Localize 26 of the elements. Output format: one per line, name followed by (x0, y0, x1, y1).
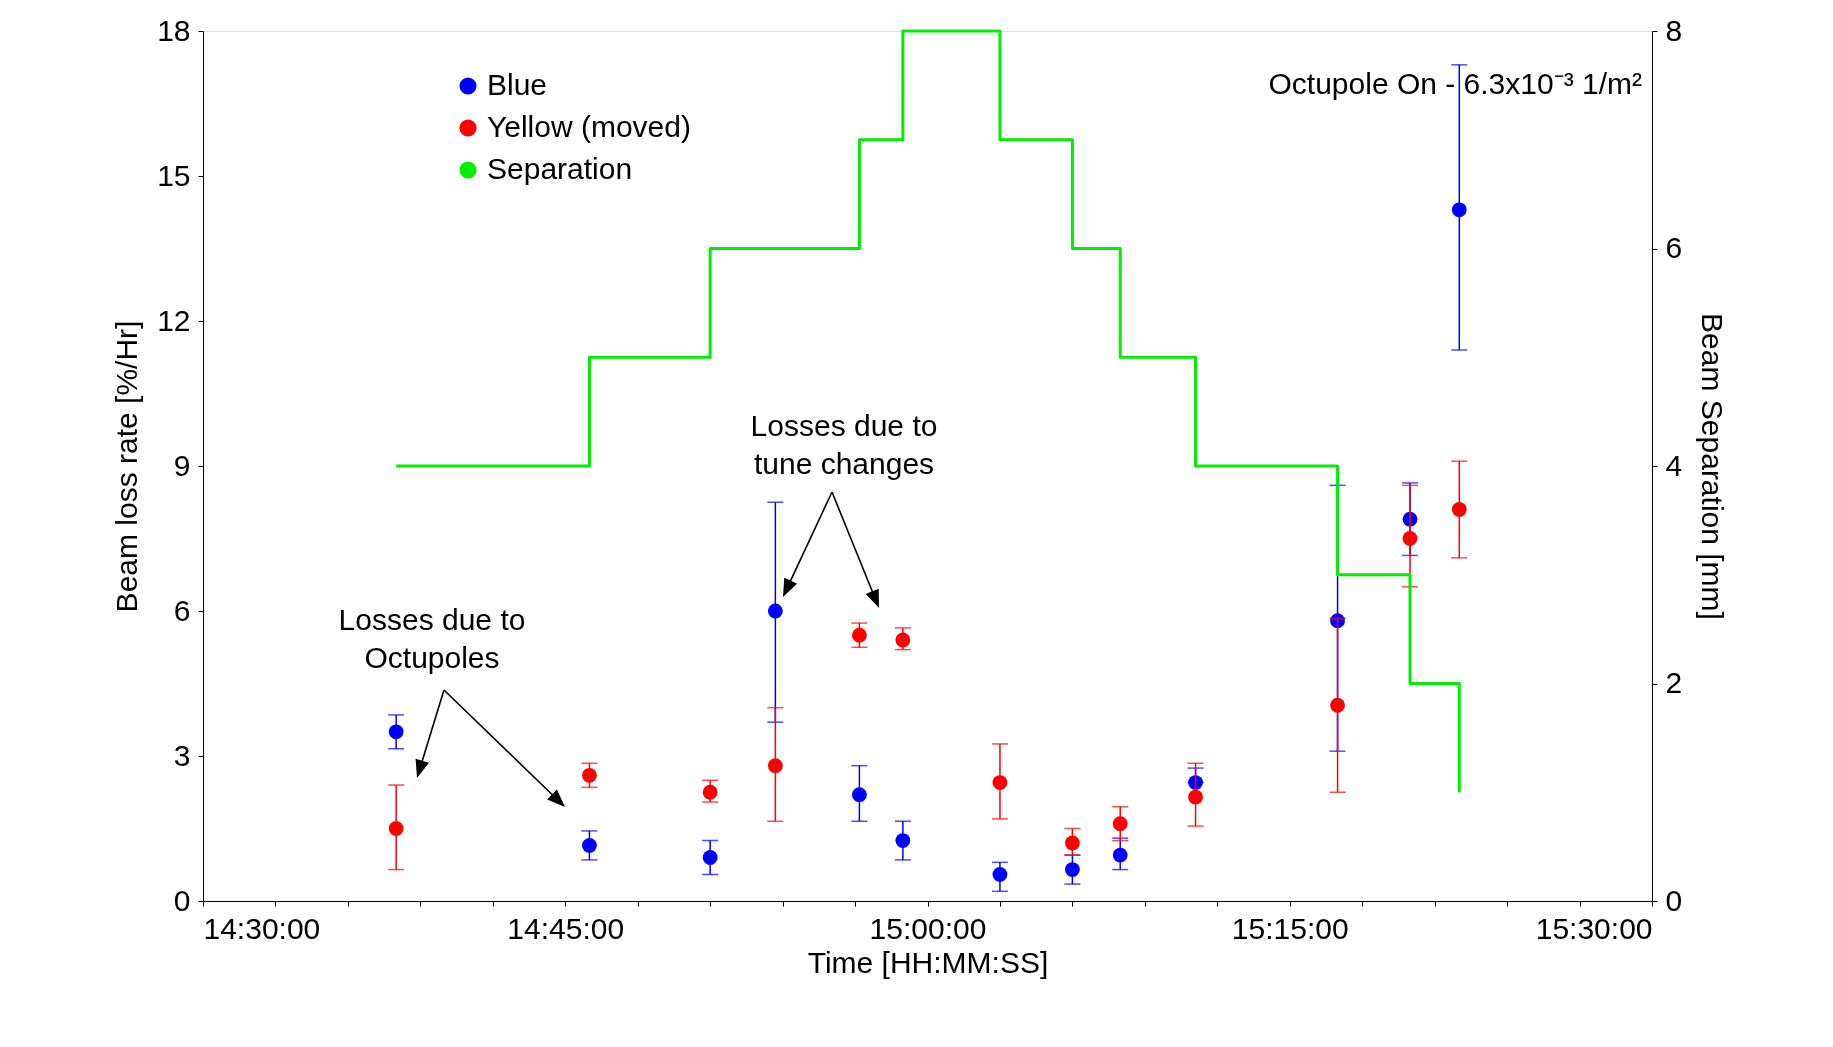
y-tick-label: 15 (157, 158, 191, 192)
legend-label: Separation (487, 152, 633, 185)
legend-label: Blue (487, 68, 548, 101)
x-axis-title: Time [HH:MM:SS] (807, 945, 1049, 979)
annotation: Losses due to tune changes (750, 409, 938, 480)
y2-tick-label: 8 (1665, 13, 1683, 47)
x-tick-label: 14:30:00 (203, 911, 321, 945)
legend-label: Yellow (moved) (487, 110, 691, 143)
x-tick-label: 15:15:00 (1231, 911, 1349, 945)
y-tick-label: 18 (157, 13, 191, 47)
y2-tick-label: 0 (1665, 883, 1683, 917)
x-tick-label: 15:30:00 (1535, 911, 1653, 945)
annotation: Losses due to Octupoles (338, 603, 526, 674)
y-tick-label: 6 (173, 593, 191, 627)
annotation: Octupole On - 6.3x10⁻³ 1/m² (1268, 67, 1642, 100)
x-tick-label: 14:45:00 (507, 911, 625, 945)
y2-axis-title: Beam Separation [mm] (1696, 313, 1730, 620)
y2-tick-label: 4 (1665, 448, 1683, 482)
y-axis-title: Beam loss rate [%/Hr] (110, 320, 144, 613)
y-tick-label: 12 (157, 303, 191, 337)
y2-tick-label: 2 (1665, 666, 1683, 699)
y-tick-label: 0 (173, 883, 191, 917)
y2-tick-label: 6 (1665, 231, 1683, 264)
x-tick-label: 15:00:00 (869, 911, 987, 945)
y-tick-label: 9 (173, 448, 191, 482)
y-tick-label: 3 (173, 738, 191, 772)
